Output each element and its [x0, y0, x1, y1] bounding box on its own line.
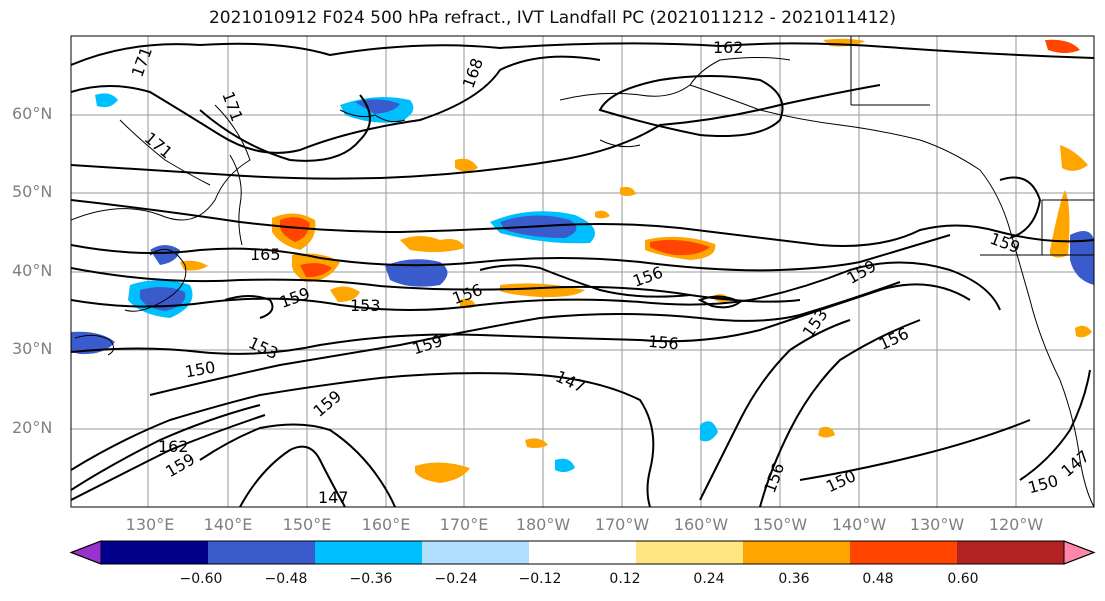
colorbar [69, 540, 1096, 565]
lon-label: 170°E [439, 515, 489, 534]
lon-label: 170°W [594, 515, 650, 534]
lon-label: 120°W [988, 515, 1044, 534]
colorbar-segment [208, 541, 315, 564]
map-border [70, 35, 1095, 508]
lat-label: 40°N [12, 261, 53, 280]
colorbar-tick-label: 0.60 [947, 571, 979, 587]
colorbar-segment [422, 541, 529, 564]
colorbar-segment [315, 541, 422, 564]
lon-label: 140°W [831, 515, 887, 534]
filled-anomaly-patches [71, 38, 1094, 483]
lat-label: 20°N [12, 418, 53, 437]
lon-label: 150°E [282, 515, 332, 534]
lat-label: 60°N [12, 104, 53, 123]
contour-label: 165 [250, 245, 281, 264]
colorbar-segment [743, 541, 850, 564]
colorbar-segment [636, 541, 743, 564]
height-contours [71, 42, 1094, 507]
lon-label: 130°E [125, 515, 175, 534]
lon-label: 150°W [752, 515, 808, 534]
colorbar-segment [850, 541, 957, 564]
contour-label: 162 [713, 38, 744, 57]
lon-label: 180°W [515, 515, 571, 534]
lon-label: 140°E [203, 515, 253, 534]
map-title: 2021010912 F024 500 hPa refract., IVT La… [208, 8, 896, 28]
colorbar-outline [69, 540, 1096, 565]
lon-label: 130°W [909, 515, 965, 534]
lon-label: 160°E [361, 515, 411, 534]
colorbar-extend-high [1063, 540, 1096, 565]
colorbar-segment [957, 541, 1064, 564]
contour-label: 156 [647, 332, 679, 354]
colorbar-tick-label: −0.36 [349, 571, 393, 587]
colorbar-tick-label: 0.36 [778, 571, 810, 587]
colorbar-tick-label: 0.48 [862, 571, 894, 587]
colorbar-tick-label: 0.12 [609, 571, 641, 587]
lat-label: 50°N [12, 182, 53, 201]
lon-label: 160°W [673, 515, 729, 534]
colorbar-segment [529, 541, 636, 564]
colorbar-extend-low [69, 540, 102, 565]
contour-label: 147 [318, 488, 349, 507]
colorbar-tick-label: −0.12 [518, 571, 562, 587]
colorbar-tick-label: 0.24 [693, 571, 725, 587]
contour-label: 153 [350, 296, 381, 315]
colorbar-tick-label: −0.60 [179, 571, 223, 587]
colorbar-tick-label: −0.24 [434, 571, 478, 587]
contour-label: 162 [158, 437, 189, 456]
coastlines [71, 36, 1094, 507]
colorbar-tick-label: −0.48 [264, 571, 308, 587]
lat-label: 30°N [12, 339, 53, 358]
colorbar-segment [101, 541, 208, 564]
